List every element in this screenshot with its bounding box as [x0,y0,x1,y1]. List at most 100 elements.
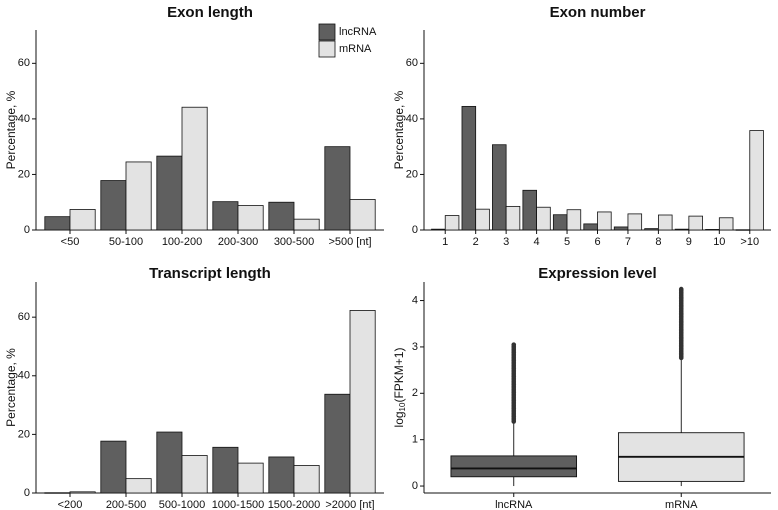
x-tick-label: 5 [564,236,570,248]
bar-lncrna-4 [552,214,568,231]
x-tick-label: 10 [713,236,725,248]
bar-mrna-2 [505,205,521,231]
y-tick-label: 60 [18,311,30,323]
y-tick-label: 60 [406,57,418,69]
bar-mrna-3 [237,462,264,494]
bar-mrna-5 [349,199,376,231]
outlier-point [678,286,684,292]
y-tick-label: 20 [18,428,30,440]
panel-title: Transcript length [149,265,271,282]
y-axis-label: Percentage, % [4,90,18,169]
bar-lncrna-8 [674,228,690,231]
bar-mrna-0 [69,209,96,231]
box-body [450,455,578,478]
x-tick-label: >500 [nt] [328,236,371,248]
x-tick-label: 500-1000 [159,499,206,510]
x-tick-label: 9 [686,236,692,248]
bar-lncrna-3 [522,189,537,231]
x-tick-label: 3 [503,236,509,248]
panel-title: Expression level [538,265,656,282]
panel-exon-length: Exon length Percentage, % 0 20 40 60 <50 50-100… [4,4,384,248]
bar-mrna-9 [718,217,734,231]
x-tick-label: 100-200 [162,236,202,248]
x-tick-label: 200-300 [218,236,258,248]
bar-mrna-6 [627,213,643,231]
x-tick-label: 1 [442,236,448,248]
legend-swatch-mrna [318,40,336,58]
bar-mrna-2 [181,455,208,494]
bar-mrna-3 [237,205,264,231]
bar-lncrna-7 [644,228,659,231]
y-tick-label: 0 [412,224,418,236]
y-tick-label: 1 [412,434,418,446]
y-axis-label-part: (FPKM+1) [392,348,406,403]
x-tick-label: 7 [625,236,631,248]
bar-mrna-3 [536,206,551,231]
y-tick-label: 0 [24,487,30,499]
bar-lncrna-1 [461,105,477,231]
bar-mrna-5 [349,310,376,494]
bar-mrna-1 [475,208,490,231]
bar-lncrna-0 [44,216,71,231]
y-tick-label: 40 [18,370,30,382]
x-tick-label: >2000 [nt] [325,499,374,510]
bar-mrna-0 [69,491,96,494]
y-axis-label: Percentage, % [4,348,18,427]
x-tick-label: 200-500 [106,499,146,510]
legend-swatch-lncrna [318,23,336,41]
bar-lncrna-10 [735,229,751,231]
bar-mrna-2 [181,106,208,231]
y-axis-label-subscript: 10 [398,402,407,411]
x-tick-label: 4 [534,236,540,248]
bar-mrna-4 [293,465,320,494]
x-tick-label: <50 [61,236,80,248]
box-mrna [617,286,745,487]
y-axis-label: Percentage, % [392,90,406,169]
y-tick-label: 20 [406,168,418,180]
bar-lncrna-4 [268,201,295,231]
panel-title: Exon number [550,4,646,21]
panel-expression-level: Expression level log10(FPKM+1) 0 1 2 3 4 lncRNA… [392,265,771,510]
x-tick-label: 1000-1500 [212,499,265,510]
bar-lncrna-0 [431,228,446,231]
bar-lncrna-1 [100,180,127,231]
bar-mrna-5 [597,211,612,231]
bar-lncrna-3 [212,201,239,231]
x-tick-label: >10 [740,236,759,248]
y-axis-label-part: log [392,411,406,427]
y-tick-label: 4 [412,294,418,306]
x-tick-label: 50-100 [109,236,143,248]
bar-mrna-1 [125,161,152,231]
bar-lncrna-5 [324,393,351,494]
y-axis-label: log10(FPKM+1) [392,348,407,428]
bar-mrna-1 [125,478,152,494]
bar-lncrna-5 [583,223,598,231]
y-tick-label: 20 [18,168,30,180]
y-tick-label: 60 [18,57,30,69]
y-tick-label: 0 [412,480,418,492]
x-tick-label: 300-500 [274,236,314,248]
bar-mrna-4 [293,218,320,231]
bar-mrna-4 [566,209,582,231]
y-tick-label: 40 [18,113,30,125]
panel-transcript-length: Transcript length Percentage, % 0 20 40 60 <20… [4,265,384,510]
legend-label: mRNA [339,43,372,55]
bar-mrna-10 [749,130,764,231]
x-tick-label: 1500-2000 [268,499,321,510]
bar-lncrna-2 [156,431,183,494]
x-tick-label: 8 [655,236,661,248]
x-tick-label: 6 [594,236,600,248]
y-tick-label: 2 [412,387,418,399]
box-lncrna [450,342,578,487]
y-tick-label: 0 [24,224,30,236]
panel-exon-number: Exon number Percentage, % 0 20 40 60 1 2 3 4 5 6 7 8 9… [392,4,771,248]
bar-lncrna-2 [156,155,183,231]
bar-lncrna-2 [492,144,507,231]
bar-lncrna-6 [613,226,629,231]
bar-lncrna-4 [268,456,295,494]
bar-lncrna-9 [705,229,720,231]
x-tick-label: <200 [58,499,83,510]
y-tick-label: 3 [412,341,418,353]
bar-mrna-8 [688,215,703,231]
